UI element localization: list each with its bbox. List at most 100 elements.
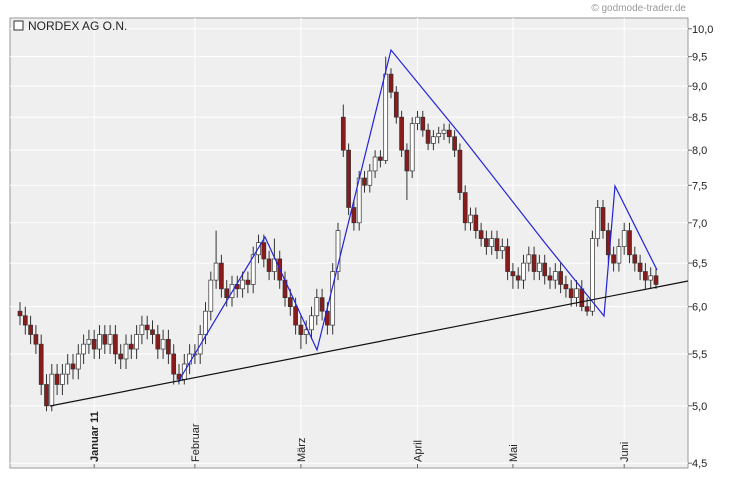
candle-body bbox=[367, 170, 373, 186]
candle-body bbox=[155, 334, 161, 350]
x-tick-label: April bbox=[413, 440, 425, 462]
candle-body bbox=[499, 246, 505, 252]
candle-body bbox=[611, 254, 616, 264]
y-tick-label: 9,0 bbox=[692, 81, 707, 93]
candle-body bbox=[537, 262, 542, 272]
candle-body bbox=[436, 133, 442, 138]
candle-body bbox=[17, 310, 23, 317]
candle-body bbox=[250, 254, 256, 285]
candle-body bbox=[150, 329, 155, 335]
candle-body bbox=[526, 254, 532, 264]
candle-body bbox=[468, 214, 473, 224]
candle-body bbox=[245, 279, 251, 285]
candle-body bbox=[314, 297, 320, 317]
y-tick-label: 5,5 bbox=[692, 349, 707, 361]
candle-body bbox=[203, 310, 208, 335]
candle-body bbox=[489, 238, 495, 247]
candle-body bbox=[287, 297, 293, 308]
candle-body bbox=[558, 271, 563, 285]
candle-body bbox=[584, 306, 590, 312]
candle-body bbox=[563, 284, 569, 290]
candle-body bbox=[579, 288, 585, 308]
candle-body bbox=[134, 334, 139, 350]
candle-body bbox=[484, 238, 489, 247]
y-tick-label: 5,0 bbox=[692, 401, 707, 413]
candle-body bbox=[22, 315, 28, 326]
candle-body bbox=[118, 353, 124, 360]
candle-body bbox=[452, 136, 457, 151]
candle-body bbox=[346, 149, 351, 208]
candle-body bbox=[97, 334, 102, 350]
candle-body bbox=[399, 116, 404, 151]
candle-body bbox=[383, 73, 389, 161]
y-tick-label: 9,5 bbox=[692, 52, 707, 64]
support-line bbox=[49, 280, 689, 407]
trend-lines bbox=[177, 48, 658, 383]
candle-body bbox=[521, 262, 526, 281]
y-tick-label: 6,5 bbox=[692, 258, 707, 270]
x-tick-label: Januar 11 bbox=[89, 411, 101, 462]
candle-body bbox=[319, 297, 325, 312]
candle-body bbox=[171, 353, 177, 375]
x-tick-label: März bbox=[296, 438, 308, 462]
candle-body bbox=[224, 288, 230, 299]
candle-body bbox=[75, 353, 81, 370]
y-tick-label: 6,0 bbox=[692, 302, 707, 314]
candle-body bbox=[590, 238, 595, 312]
y-tick-label: 7,5 bbox=[692, 180, 707, 192]
candle-body bbox=[60, 373, 65, 385]
candle-body bbox=[70, 363, 76, 370]
candle-body bbox=[266, 258, 272, 272]
candle-body bbox=[643, 271, 648, 281]
candle-body bbox=[362, 177, 367, 186]
candle-body bbox=[505, 246, 510, 272]
candle-body bbox=[473, 214, 479, 231]
candle-body bbox=[420, 116, 426, 131]
candle-body bbox=[44, 384, 49, 407]
candle-body bbox=[240, 279, 245, 290]
candle-body bbox=[272, 258, 277, 272]
candle-body bbox=[160, 338, 166, 350]
candle-body bbox=[91, 338, 97, 350]
candle-body bbox=[340, 116, 346, 151]
x-tick-label: Februar bbox=[190, 423, 202, 462]
candle-body bbox=[107, 334, 113, 345]
candle-body bbox=[102, 334, 108, 345]
candle-body bbox=[293, 306, 298, 326]
candle-body bbox=[38, 343, 44, 385]
candle-body bbox=[33, 334, 39, 345]
candle-body bbox=[653, 275, 659, 285]
candle-body bbox=[494, 238, 500, 252]
candle-body bbox=[219, 262, 224, 290]
candle-body bbox=[568, 288, 574, 299]
candle-body bbox=[478, 230, 484, 239]
y-tick-label: 4,5 bbox=[692, 458, 707, 470]
candle-body bbox=[552, 271, 558, 281]
candle-body bbox=[378, 156, 383, 161]
candle-body bbox=[621, 230, 627, 247]
candle-body bbox=[632, 254, 638, 264]
candle-body bbox=[261, 242, 267, 260]
candle-body bbox=[409, 123, 415, 172]
candle-body bbox=[627, 230, 632, 256]
candle-body bbox=[208, 279, 214, 312]
y-tick-label: 7,0 bbox=[692, 218, 707, 230]
candle-body bbox=[547, 275, 553, 281]
candle-body bbox=[28, 324, 33, 335]
candle-body bbox=[388, 73, 394, 93]
x-tick-label: Mai bbox=[508, 444, 520, 462]
candle-body bbox=[330, 271, 336, 326]
candle-body bbox=[372, 156, 378, 172]
candle-body bbox=[128, 343, 134, 350]
candle-body bbox=[648, 275, 654, 281]
candle-body bbox=[616, 246, 622, 264]
candle-body bbox=[351, 207, 357, 224]
candle-body bbox=[298, 324, 304, 335]
candle-body bbox=[425, 129, 431, 144]
candle-body bbox=[144, 324, 150, 331]
candle-body bbox=[574, 288, 579, 299]
x-tick-label: Juni bbox=[619, 442, 631, 462]
chart-title: NORDEX AG O.N. bbox=[28, 19, 127, 33]
candles bbox=[17, 56, 659, 412]
